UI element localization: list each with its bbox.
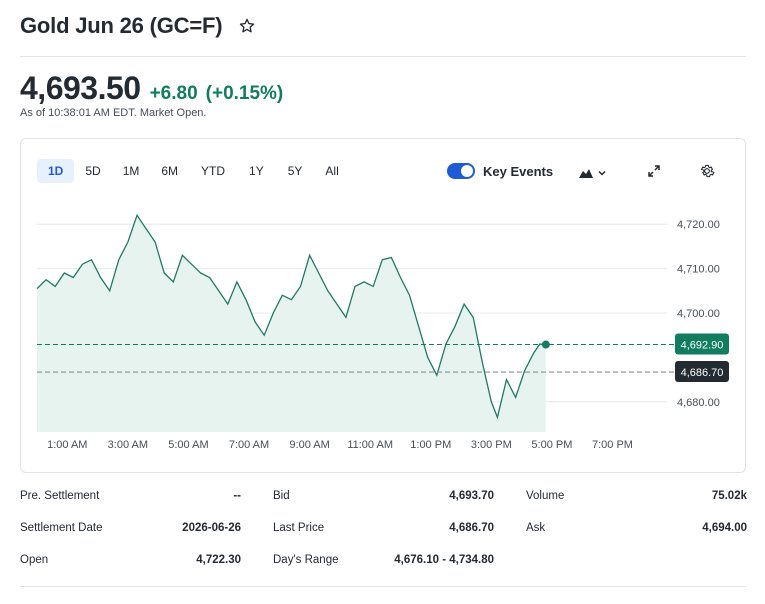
- range-5y[interactable]: 5Y: [287, 164, 303, 178]
- stat-value: 4,686.70: [449, 522, 494, 534]
- stat-label: Volume: [526, 490, 565, 502]
- stat-value: 4,676.10 - 4,734.80: [394, 554, 494, 566]
- mountain-chart-icon: [579, 165, 593, 183]
- stat-row: Volume 75.02k: [526, 490, 747, 502]
- stat-value: 75.02k: [711, 490, 747, 502]
- chevron-down-icon: [597, 165, 607, 183]
- y-tick-label: 4,700.00: [677, 308, 720, 320]
- stat-row: Open 4,722.30: [20, 554, 241, 566]
- stat-label: Ask: [526, 522, 546, 534]
- y-tick-label: 4,710.00: [677, 264, 720, 276]
- stat-label: Open: [20, 554, 49, 566]
- star-icon[interactable]: [238, 17, 256, 35]
- x-tick-label: 7:00 AM: [229, 439, 269, 451]
- previous-close-badge: [675, 361, 729, 383]
- stat-label: Pre. Settlement: [20, 490, 100, 502]
- stat-row: Ask 4,694.00: [526, 522, 747, 534]
- x-tick-label: 1:00 AM: [47, 439, 87, 451]
- range-1y[interactable]: 1Y: [249, 164, 264, 178]
- x-tick-label: 1:00 PM: [410, 439, 451, 451]
- gear-icon[interactable]: [699, 163, 715, 184]
- stat-value: 4,693.70: [449, 490, 494, 502]
- stat-label: Bid: [273, 490, 290, 502]
- key-events-control: Key Events: [447, 163, 553, 179]
- y-tick-label: 4,680.00: [677, 397, 720, 409]
- current-price-label: 4,692.90: [681, 340, 724, 352]
- key-events-label: Key Events: [483, 163, 554, 179]
- current-price-badge: [675, 333, 729, 355]
- x-tick-label: 7:00 PM: [592, 439, 633, 451]
- market-status: As of 10:38:01 AM EDT. Market Open.: [20, 107, 207, 119]
- quote-header: Gold Jun 26 (GC=F): [20, 12, 256, 40]
- range-all[interactable]: All: [325, 164, 339, 178]
- y-tick-label: 4,720.00: [677, 219, 720, 231]
- previous-close-label: 4,686.70: [681, 367, 724, 379]
- range-5d[interactable]: 5D: [85, 164, 101, 178]
- stat-value: 4,694.00: [702, 522, 747, 534]
- page-title: Gold Jun 26 (GC=F): [20, 13, 223, 38]
- stats-divider: [20, 586, 746, 587]
- range-selector: 1D 5D 1M 6M YTD 1Y 5Y All: [37, 159, 350, 183]
- current-price: 4,693.50: [20, 70, 141, 106]
- stat-row: Bid 4,693.70: [273, 490, 494, 502]
- current-price-marker: [541, 340, 550, 349]
- price-change-percent: (+0.15%): [205, 83, 284, 104]
- price-row: 4,693.50 +6.80 (+0.15%): [20, 70, 283, 107]
- chart-card: 1D 5D 1M 6M YTD 1Y 5Y All Key Events 4,6…: [20, 138, 746, 473]
- x-tick-label: 3:00 AM: [108, 439, 148, 451]
- stat-row: Last Price 4,686.70: [273, 522, 494, 534]
- price-chart[interactable]: 4,686.70 4,692.90 4,720.00 4,710.00 4,700.0…: [21, 139, 747, 474]
- stat-row: Pre. Settlement --: [20, 490, 241, 502]
- header-divider: [20, 56, 746, 57]
- range-6m[interactable]: 6M: [161, 164, 179, 178]
- stat-label: Day's Range: [273, 554, 339, 566]
- stat-value: --: [233, 490, 241, 502]
- stat-label: Settlement Date: [20, 522, 103, 534]
- chart-type-dropdown[interactable]: [579, 165, 607, 183]
- stat-row: Day's Range 4,676.10 - 4,734.80: [273, 554, 494, 566]
- key-events-toggle[interactable]: [447, 163, 475, 179]
- price-change: +6.80: [149, 83, 198, 104]
- price-line: [36, 213, 546, 420]
- x-tick-label: 3:00 PM: [471, 439, 512, 451]
- expand-icon[interactable]: [647, 164, 661, 183]
- range-ytd[interactable]: YTD: [201, 164, 226, 178]
- x-tick-label: 9:00 AM: [289, 439, 329, 451]
- price-area: [37, 215, 546, 432]
- stat-row: Settlement Date 2026-06-26: [20, 522, 241, 534]
- stat-value: 2026-06-26: [182, 522, 241, 534]
- x-tick-label: 5:00 AM: [168, 439, 208, 451]
- x-tick-label: 5:00 PM: [531, 439, 572, 451]
- x-tick-label: 11:00 AM: [347, 439, 393, 451]
- range-1d[interactable]: 1D: [37, 159, 75, 183]
- stat-value: 4,722.30: [196, 554, 241, 566]
- range-1m[interactable]: 1M: [122, 164, 140, 178]
- stat-label: Last Price: [273, 522, 325, 534]
